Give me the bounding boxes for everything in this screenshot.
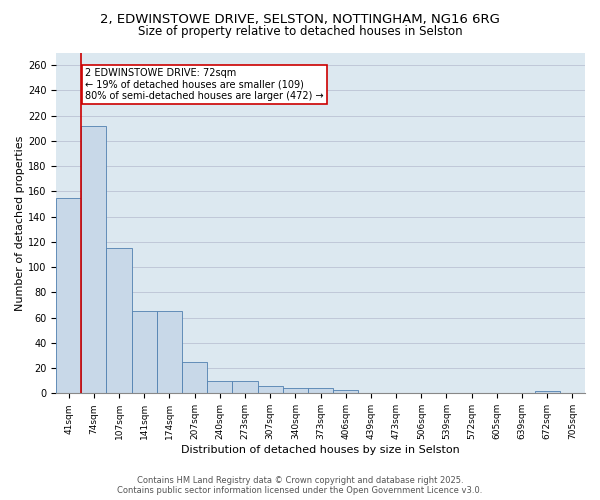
Bar: [82, 126, 106, 394]
Bar: [333, 390, 358, 394]
Bar: [535, 391, 560, 394]
Bar: [131, 312, 157, 394]
Bar: [308, 388, 333, 394]
Bar: [283, 388, 308, 394]
X-axis label: Distribution of detached houses by size in Selston: Distribution of detached houses by size …: [181, 445, 460, 455]
Bar: [232, 380, 257, 394]
Text: Contains HM Land Registry data © Crown copyright and database right 2025.
Contai: Contains HM Land Registry data © Crown c…: [118, 476, 482, 495]
Y-axis label: Number of detached properties: Number of detached properties: [15, 135, 25, 310]
Bar: [106, 248, 131, 394]
Bar: [157, 312, 182, 394]
Text: Size of property relative to detached houses in Selston: Size of property relative to detached ho…: [137, 25, 463, 38]
Bar: [257, 386, 283, 394]
Bar: [182, 362, 207, 394]
Bar: [207, 380, 232, 394]
Bar: [56, 198, 82, 394]
Text: 2, EDWINSTOWE DRIVE, SELSTON, NOTTINGHAM, NG16 6RG: 2, EDWINSTOWE DRIVE, SELSTON, NOTTINGHAM…: [100, 12, 500, 26]
Text: 2 EDWINSTOWE DRIVE: 72sqm
← 19% of detached houses are smaller (109)
80% of semi: 2 EDWINSTOWE DRIVE: 72sqm ← 19% of detac…: [85, 68, 324, 101]
